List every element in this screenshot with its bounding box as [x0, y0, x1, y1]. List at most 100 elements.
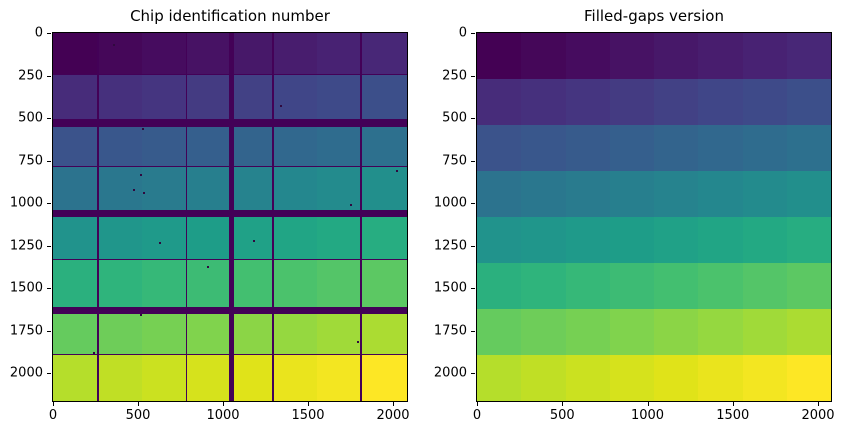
chip-cell-r5-c0 — [477, 263, 522, 309]
y-tick-mark — [471, 330, 475, 332]
y-tick-mark — [47, 288, 51, 289]
x-tick-label: 2000 — [376, 408, 410, 423]
chip-cell-r1-c7 — [361, 75, 407, 119]
chip-cell-r5-c3 — [609, 263, 654, 309]
chip-cell-r4-c6 — [742, 217, 787, 263]
chip-cell-r2-c2 — [565, 125, 610, 171]
chip-cell-r1-c4 — [654, 79, 699, 125]
chip-cell-r5-c5 — [273, 260, 317, 307]
chip-cell-r0-c4 — [654, 33, 699, 79]
chip-cell-r4-c7 — [786, 217, 831, 263]
chip-cell-r4-c1 — [521, 217, 566, 263]
left-heatmap-axes — [52, 32, 408, 402]
y-tick-mark — [471, 33, 475, 34]
chip-cell-r6-c5 — [273, 313, 317, 354]
chip-cell-r0-c7 — [361, 33, 407, 74]
chip-cell-r0-c3 — [609, 33, 654, 79]
chip-cell-r0-c6 — [317, 33, 361, 74]
chip-cell-r4-c2 — [565, 217, 610, 263]
chip-cell-r4-c1 — [98, 217, 142, 259]
chip-cell-r2-c2 — [142, 126, 186, 166]
x-tick-mark — [818, 402, 819, 406]
chip-cell-r7-c1 — [98, 355, 142, 401]
chip-cell-r3-c0 — [477, 171, 522, 217]
chip-cell-r0-c4 — [234, 33, 273, 74]
chip-cell-r5-c6 — [742, 263, 787, 309]
chip-cell-r3-c5 — [273, 167, 317, 210]
chip-cell-r2-c6 — [742, 125, 787, 171]
chip-cell-r5-c4 — [654, 263, 699, 309]
chip-cell-r5-c4 — [234, 260, 273, 307]
chip-cell-r1-c0 — [477, 79, 522, 125]
y-tick-mark — [47, 75, 51, 77]
bad-pixel-speck — [133, 189, 135, 191]
chip-cell-r5-c7 — [786, 263, 831, 309]
chip-cell-r3-c5 — [698, 171, 743, 217]
y-tick-mark — [47, 203, 51, 204]
chip-cell-r1-c5 — [273, 75, 317, 119]
chip-cell-r1-c3 — [609, 79, 654, 125]
bad-pixel-speck — [140, 174, 142, 176]
y-tick-mark — [47, 160, 51, 162]
chip-cell-r2-c1 — [98, 126, 142, 166]
y-tick-label: 1250 — [433, 238, 467, 253]
x-tick-label: 2000 — [801, 408, 835, 423]
chip-cell-r0-c2 — [142, 33, 186, 74]
chip-cell-r3-c6 — [742, 171, 787, 217]
y-tick-label: 2000 — [9, 365, 43, 381]
y-tick-mark — [471, 203, 475, 204]
y-tick-mark — [471, 118, 475, 119]
chip-cell-r4-c3 — [187, 217, 229, 259]
chip-cell-r4-c3 — [609, 217, 654, 263]
chip-cell-r7-c4 — [654, 355, 699, 401]
chip-cell-r7-c2 — [142, 355, 186, 401]
y-tick-mark — [47, 330, 51, 332]
chip-cell-r0-c0 — [53, 33, 98, 74]
chip-cell-r0-c6 — [742, 33, 787, 79]
chip-cell-r1-c0 — [53, 75, 98, 119]
y-tick-mark — [471, 373, 475, 374]
chip-cell-r2-c6 — [317, 126, 361, 166]
right-heatmap-image — [477, 33, 831, 401]
chip-cell-r4-c4 — [654, 217, 699, 263]
x-tick-mark — [138, 402, 139, 406]
chip-cell-r1-c3 — [187, 75, 229, 119]
y-tick-label: 1000 — [433, 195, 467, 211]
chip-cell-r6-c4 — [234, 313, 273, 354]
y-tick-label: 750 — [18, 153, 43, 168]
y-tick-mark — [471, 288, 475, 289]
chip-cell-r5-c0 — [53, 260, 98, 307]
bad-pixel-speck — [159, 242, 161, 244]
chip-cell-r1-c6 — [742, 79, 787, 125]
chip-cell-r7-c3 — [187, 355, 229, 401]
y-tick-mark — [47, 373, 51, 374]
x-tick-mark — [732, 402, 734, 406]
chip-cell-r0-c0 — [477, 33, 522, 79]
chip-cell-r4-c2 — [142, 217, 186, 259]
y-tick-label: 1500 — [433, 280, 467, 296]
x-tick-label: 1500 — [716, 408, 750, 423]
chip-cell-r7-c7 — [361, 355, 407, 401]
left-plot-title: Chip identification number — [130, 7, 330, 25]
chip-cell-r3-c4 — [234, 167, 273, 210]
chip-cell-r2-c1 — [521, 125, 566, 171]
chip-cell-r0-c5 — [273, 33, 317, 74]
y-tick-mark — [47, 245, 51, 247]
right-plot-title: Filled-gaps version — [584, 7, 724, 25]
chip-cell-r6-c4 — [654, 309, 699, 355]
x-tick-mark — [647, 402, 649, 406]
chip-cell-r3-c4 — [654, 171, 699, 217]
x-tick-mark — [223, 402, 224, 406]
bad-pixel-speck — [93, 352, 95, 354]
y-tick-label: 0 — [34, 25, 43, 41]
chip-cell-r2-c7 — [361, 126, 407, 166]
chip-cell-r4-c0 — [477, 217, 522, 263]
chip-cell-r0-c5 — [698, 33, 743, 79]
chip-cell-r4-c5 — [273, 217, 317, 259]
chip-cell-r1-c1 — [98, 75, 142, 119]
chip-cell-r3-c2 — [565, 171, 610, 217]
chip-cell-r2-c0 — [53, 126, 98, 166]
chip-cell-r6-c5 — [698, 309, 743, 355]
chip-cell-r5-c2 — [142, 260, 186, 307]
y-tick-label: 1750 — [9, 323, 43, 338]
